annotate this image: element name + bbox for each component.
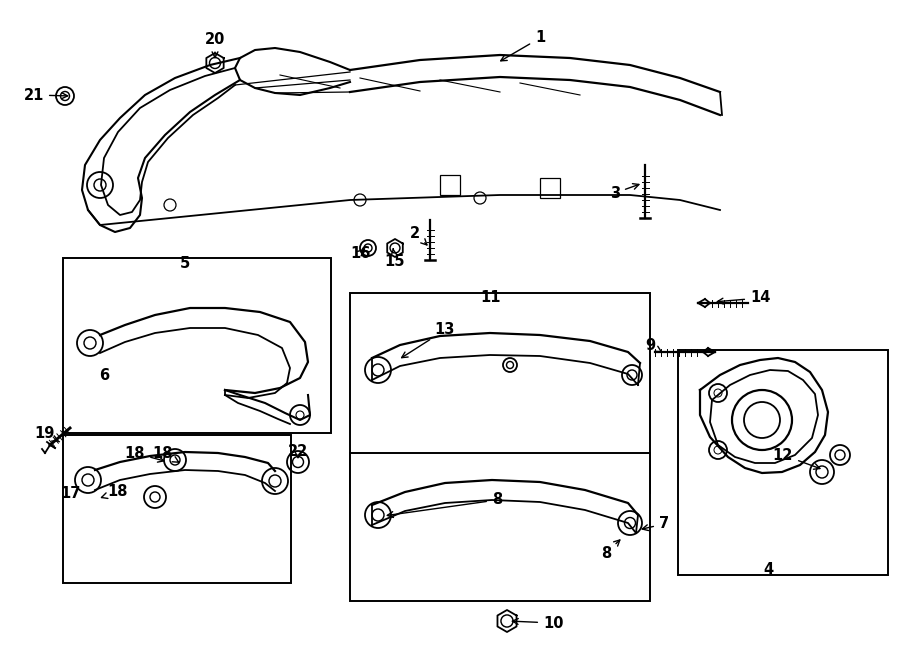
Text: 4: 4: [763, 563, 773, 578]
Text: 22: 22: [288, 444, 308, 459]
Text: 16: 16: [350, 245, 370, 260]
Text: 14: 14: [717, 290, 770, 305]
Text: 19: 19: [34, 426, 59, 442]
Text: 8: 8: [387, 492, 502, 518]
Text: 15: 15: [385, 249, 405, 270]
Text: 8: 8: [601, 540, 620, 561]
Bar: [440, 175, 460, 195]
Text: 5: 5: [180, 256, 190, 270]
Bar: [350, 453, 650, 601]
Text: 3: 3: [610, 184, 639, 200]
Text: 18: 18: [125, 446, 164, 462]
Bar: [678, 350, 888, 575]
Text: 20: 20: [205, 32, 225, 58]
Bar: [63, 435, 291, 583]
Text: 18: 18: [153, 446, 179, 462]
Text: 12: 12: [773, 447, 820, 469]
Text: 9: 9: [645, 338, 662, 352]
Text: 18: 18: [102, 485, 128, 500]
Text: 2: 2: [410, 225, 427, 245]
Text: 7: 7: [643, 516, 669, 531]
Text: 6: 6: [99, 368, 109, 383]
Bar: [350, 293, 650, 493]
Text: 10: 10: [512, 615, 563, 631]
Bar: [63, 258, 331, 433]
Text: 11: 11: [481, 290, 501, 305]
Text: 17: 17: [59, 485, 80, 500]
Text: 1: 1: [500, 30, 545, 61]
Text: 21: 21: [23, 87, 68, 102]
Text: 13: 13: [401, 323, 455, 358]
Bar: [540, 178, 560, 198]
